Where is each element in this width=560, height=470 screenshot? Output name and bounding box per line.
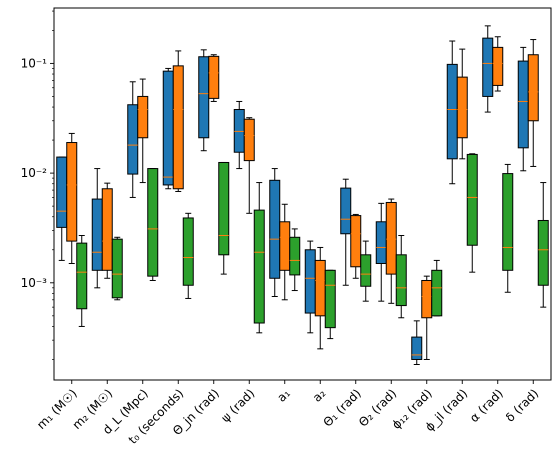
y-tick-label: 10⁻¹	[21, 56, 48, 70]
box-iqr	[182, 217, 194, 286]
box-series2-6	[243, 117, 255, 214]
box-iqr	[76, 242, 88, 310]
box-series2-13	[492, 36, 504, 92]
box-series1-9	[340, 178, 352, 286]
box-series3-11	[431, 259, 443, 317]
box-iqr	[127, 104, 139, 175]
axes-frame	[53, 7, 552, 381]
box-iqr	[466, 153, 478, 246]
box-iqr	[527, 54, 539, 122]
box-series3-7	[289, 228, 301, 292]
box-iqr	[243, 118, 255, 162]
box-iqr	[162, 70, 174, 186]
box-iqr	[350, 215, 362, 268]
box-iqr	[91, 198, 103, 271]
box-series3-12	[466, 153, 478, 273]
box-series3-5	[218, 161, 230, 275]
box-iqr	[395, 254, 407, 307]
box-iqr	[446, 63, 458, 160]
box-iqr	[537, 219, 549, 286]
box-series1-4	[162, 67, 174, 190]
box-series2-4	[172, 50, 184, 192]
box-series3-2	[111, 236, 123, 301]
box-iqr	[375, 221, 387, 264]
box-iqr	[340, 187, 352, 235]
box-iqr	[198, 56, 210, 139]
box-iqr	[456, 76, 468, 139]
box-series2-12	[456, 48, 468, 160]
box-series3-14	[537, 182, 549, 308]
box-series2-9	[350, 213, 362, 279]
box-iqr	[101, 188, 113, 271]
box-series3-6	[253, 182, 265, 334]
box-iqr	[360, 254, 372, 287]
box-series2-14	[527, 39, 539, 167]
box-iqr	[137, 95, 149, 139]
box-series2-5	[208, 54, 220, 102]
box-iqr	[482, 37, 494, 97]
box-series1-5	[198, 49, 210, 152]
box-iqr	[411, 336, 423, 360]
box-iqr	[66, 142, 78, 242]
box-series1-7	[269, 168, 281, 298]
box-iqr	[111, 238, 123, 299]
box-series3-1	[76, 234, 88, 327]
box-iqr	[269, 179, 281, 279]
box-series2-2	[101, 182, 113, 279]
box-series2-3	[137, 78, 149, 184]
box-iqr	[147, 168, 159, 277]
box-iqr	[289, 236, 301, 276]
box-series3-10	[395, 234, 407, 319]
box-series2-10	[385, 198, 397, 304]
box-iqr	[517, 60, 529, 149]
box-iqr	[492, 46, 504, 86]
box-iqr	[421, 279, 433, 319]
box-iqr	[502, 173, 514, 271]
box-series1-3	[127, 81, 139, 198]
box-iqr	[56, 156, 68, 228]
box-iqr	[279, 221, 291, 271]
y-tick-label: 10⁻²	[21, 166, 48, 180]
y-tick-label: 10⁻³	[21, 276, 48, 290]
box-series3-9	[360, 240, 372, 302]
box-iqr	[253, 209, 265, 324]
box-iqr	[385, 201, 397, 275]
boxes-layer	[56, 25, 549, 365]
box-series3-3	[147, 168, 159, 281]
box-iqr	[218, 161, 230, 256]
box-iqr	[304, 249, 316, 314]
box-iqr	[314, 259, 326, 317]
box-iqr	[172, 65, 184, 190]
box-series1-11	[411, 320, 423, 365]
box-iqr	[431, 269, 443, 317]
box-series3-8	[324, 269, 336, 340]
box-series2-1	[66, 132, 78, 264]
box-series3-13	[502, 163, 514, 293]
y-axis: 10⁻³ 10⁻² 10⁻¹	[21, 10, 54, 360]
box-iqr	[324, 269, 336, 329]
box-series3-4	[182, 212, 194, 299]
box-iqr	[233, 109, 245, 153]
box-iqr	[208, 55, 220, 99]
